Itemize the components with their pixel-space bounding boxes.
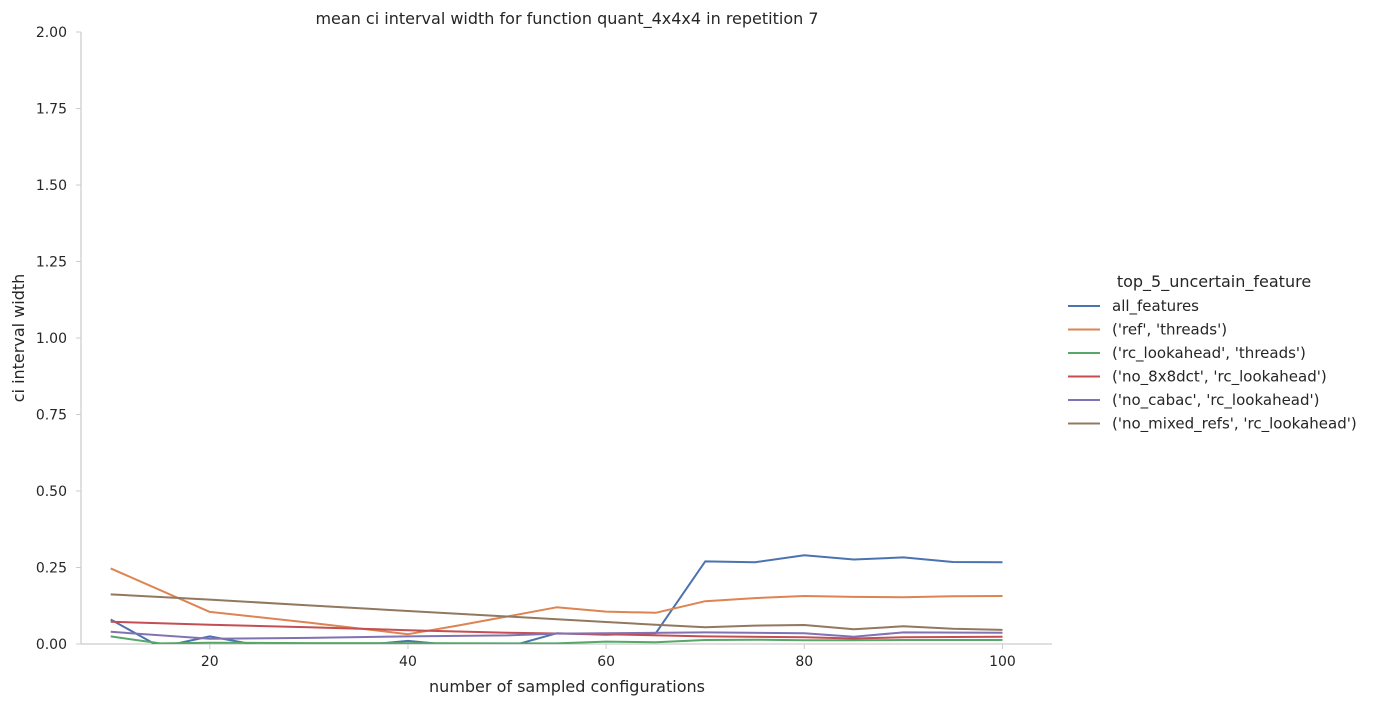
y-tick-label: 1.50 (36, 178, 67, 194)
legend-label: ('no_8x8dct', 'rc_lookahead') (1112, 368, 1327, 387)
y-tick-label: 1.25 (36, 255, 67, 271)
legend-items: all_features ('ref', 'threads') ('rc_looka… (1068, 297, 1357, 434)
x-tick-label: 40 (399, 654, 417, 670)
x-tick-label: 20 (201, 654, 219, 670)
series-group (110, 554, 1003, 644)
legend: top_5_uncertain_feature all_features ('re… (1068, 272, 1357, 434)
y-tick-label: 2.00 (36, 25, 67, 41)
legend-label: ('ref', 'threads') (1112, 321, 1227, 339)
legend-title: top_5_uncertain_feature (1117, 272, 1311, 292)
chart-title: mean ci interval width for function quan… (315, 9, 818, 29)
y-axis: 0.00 0.25 0.50 0.75 1.00 1.25 1.50 1.75 2.00 (36, 25, 82, 653)
legend-label: all_features (1112, 297, 1199, 316)
series-line-2 (110, 635, 1003, 644)
legend-label: ('no_cabac', 'rc_lookahead') (1112, 391, 1320, 410)
series-line-5 (110, 593, 1003, 631)
legend-item: ('no_cabac', 'rc_lookahead') (1068, 391, 1320, 410)
legend-label: ('rc_lookahead', 'threads') (1112, 344, 1306, 363)
legend-label: ('no_mixed_refs', 'rc_lookahead') (1112, 415, 1357, 434)
legend-item: ('rc_lookahead', 'threads') (1068, 344, 1306, 363)
legend-item: ('ref', 'threads') (1068, 321, 1227, 339)
y-axis-title: ci interval width (9, 274, 28, 403)
y-tick-label: 0.00 (36, 637, 67, 653)
y-tick-label: 1.00 (36, 331, 67, 347)
series-line-4 (110, 630, 1003, 640)
x-tick-label: 60 (597, 654, 615, 670)
y-tick-label: 1.75 (36, 102, 67, 118)
legend-item: ('no_8x8dct', 'rc_lookahead') (1068, 368, 1327, 387)
x-axis: 20 40 60 80 100 (81, 643, 1052, 670)
x-tick-label: 80 (795, 654, 813, 670)
y-tick-label: 0.50 (36, 484, 67, 500)
y-tick-label: 0.25 (36, 561, 67, 577)
y-tick-label: 0.75 (36, 408, 67, 424)
legend-item: all_features (1068, 297, 1199, 316)
x-axis-title: number of sampled configurations (429, 677, 705, 696)
legend-item: ('no_mixed_refs', 'rc_lookahead') (1068, 415, 1357, 434)
x-tick-label: 100 (989, 654, 1016, 670)
